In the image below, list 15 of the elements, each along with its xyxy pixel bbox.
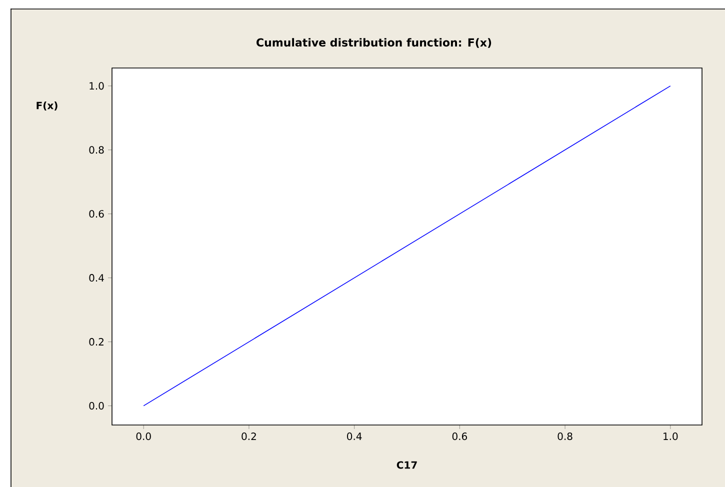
chart-title: Cumulative distribution function: F(x) — [256, 38, 492, 48]
y-tick-label: 0.0 — [89, 402, 104, 410]
x-tick-label: 0.8 — [558, 432, 572, 440]
x-axis-title: C17 — [396, 461, 417, 469]
x-tick-label: 0.0 — [136, 432, 151, 440]
y-tick-label: 0.8 — [89, 146, 104, 154]
x-tick-label: 1.0 — [664, 432, 678, 440]
x-tick-label: 0.2 — [242, 432, 256, 440]
y-tick-label: 0.6 — [89, 210, 104, 218]
y-axis-title: F(x) — [36, 102, 58, 110]
x-tick-label: 0.6 — [452, 432, 468, 440]
x-tick-label: 0.4 — [347, 432, 362, 440]
y-tick-label: 1.0 — [90, 82, 104, 90]
y-tick-label: 0.2 — [89, 338, 104, 346]
y-tick-label: 0.4 — [89, 274, 104, 282]
